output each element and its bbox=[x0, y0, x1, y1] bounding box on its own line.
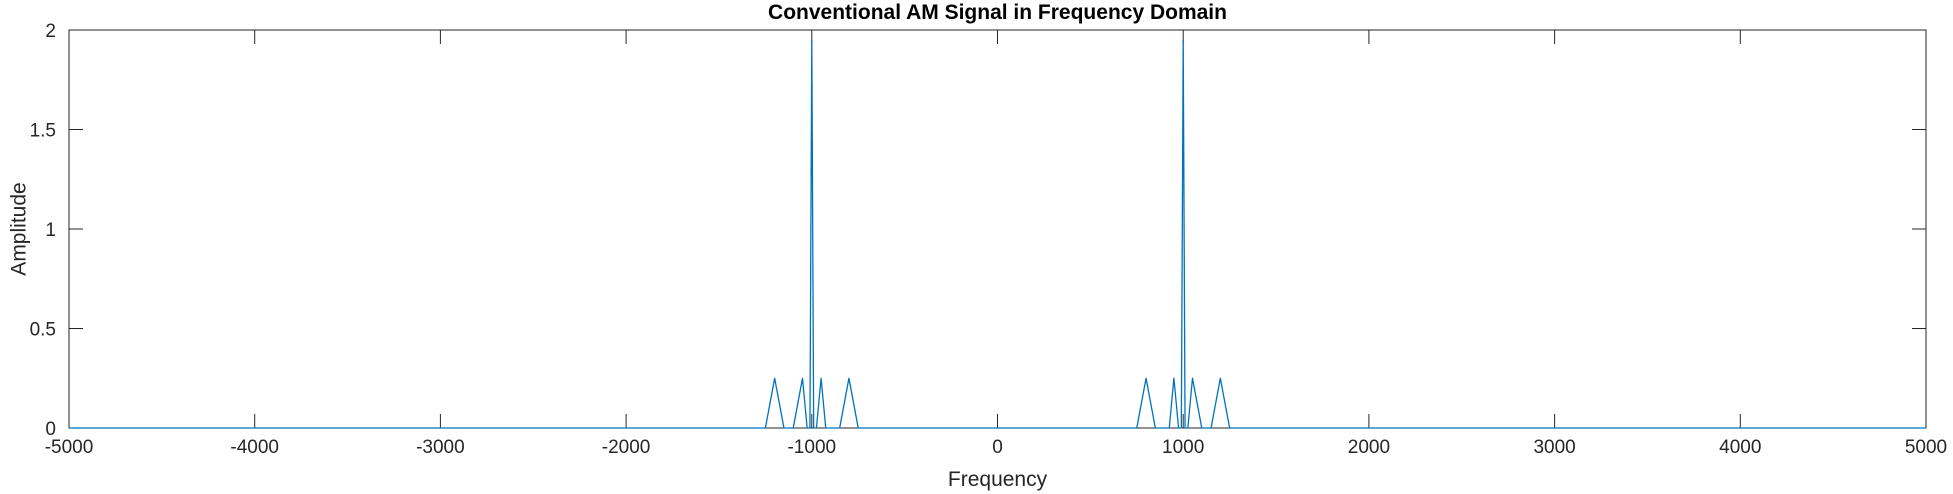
x-tick-label: 3000 bbox=[1533, 437, 1575, 458]
y-tick-label: 1 bbox=[45, 220, 56, 241]
y-tick-label: 2 bbox=[45, 21, 56, 42]
x-tick-label: 2000 bbox=[1348, 437, 1390, 458]
axes: -5000 -4000 -3000 -2000 -1000 0 1000 2000 3000 40… bbox=[30, 21, 1948, 458]
y-tick-label: 1.5 bbox=[30, 121, 56, 142]
y-tick-label: 0.5 bbox=[30, 320, 56, 341]
x-tick-label: 1000 bbox=[1162, 437, 1204, 458]
x-tick-label: 4000 bbox=[1719, 437, 1761, 458]
series-line bbox=[69, 39, 1926, 429]
y-tick-label: 0 bbox=[45, 419, 56, 440]
x-tick-label: -3000 bbox=[416, 437, 465, 458]
plot-box bbox=[68, 29, 1927, 429]
x-tick-label: 5000 bbox=[1905, 437, 1947, 458]
chart-title: Conventional AM Signal in Frequency Doma… bbox=[768, 1, 1227, 24]
y-axis-label: Amplitude bbox=[7, 182, 30, 275]
x-tick-label: -2000 bbox=[602, 437, 651, 458]
x-tick-label: 0 bbox=[992, 437, 1003, 458]
x-axis-label: Frequency bbox=[948, 468, 1048, 491]
x-tick-label: -1000 bbox=[787, 437, 836, 458]
x-tick-label: -5000 bbox=[45, 437, 94, 458]
series-layer bbox=[69, 39, 1926, 429]
x-tick-label: -4000 bbox=[230, 437, 279, 458]
